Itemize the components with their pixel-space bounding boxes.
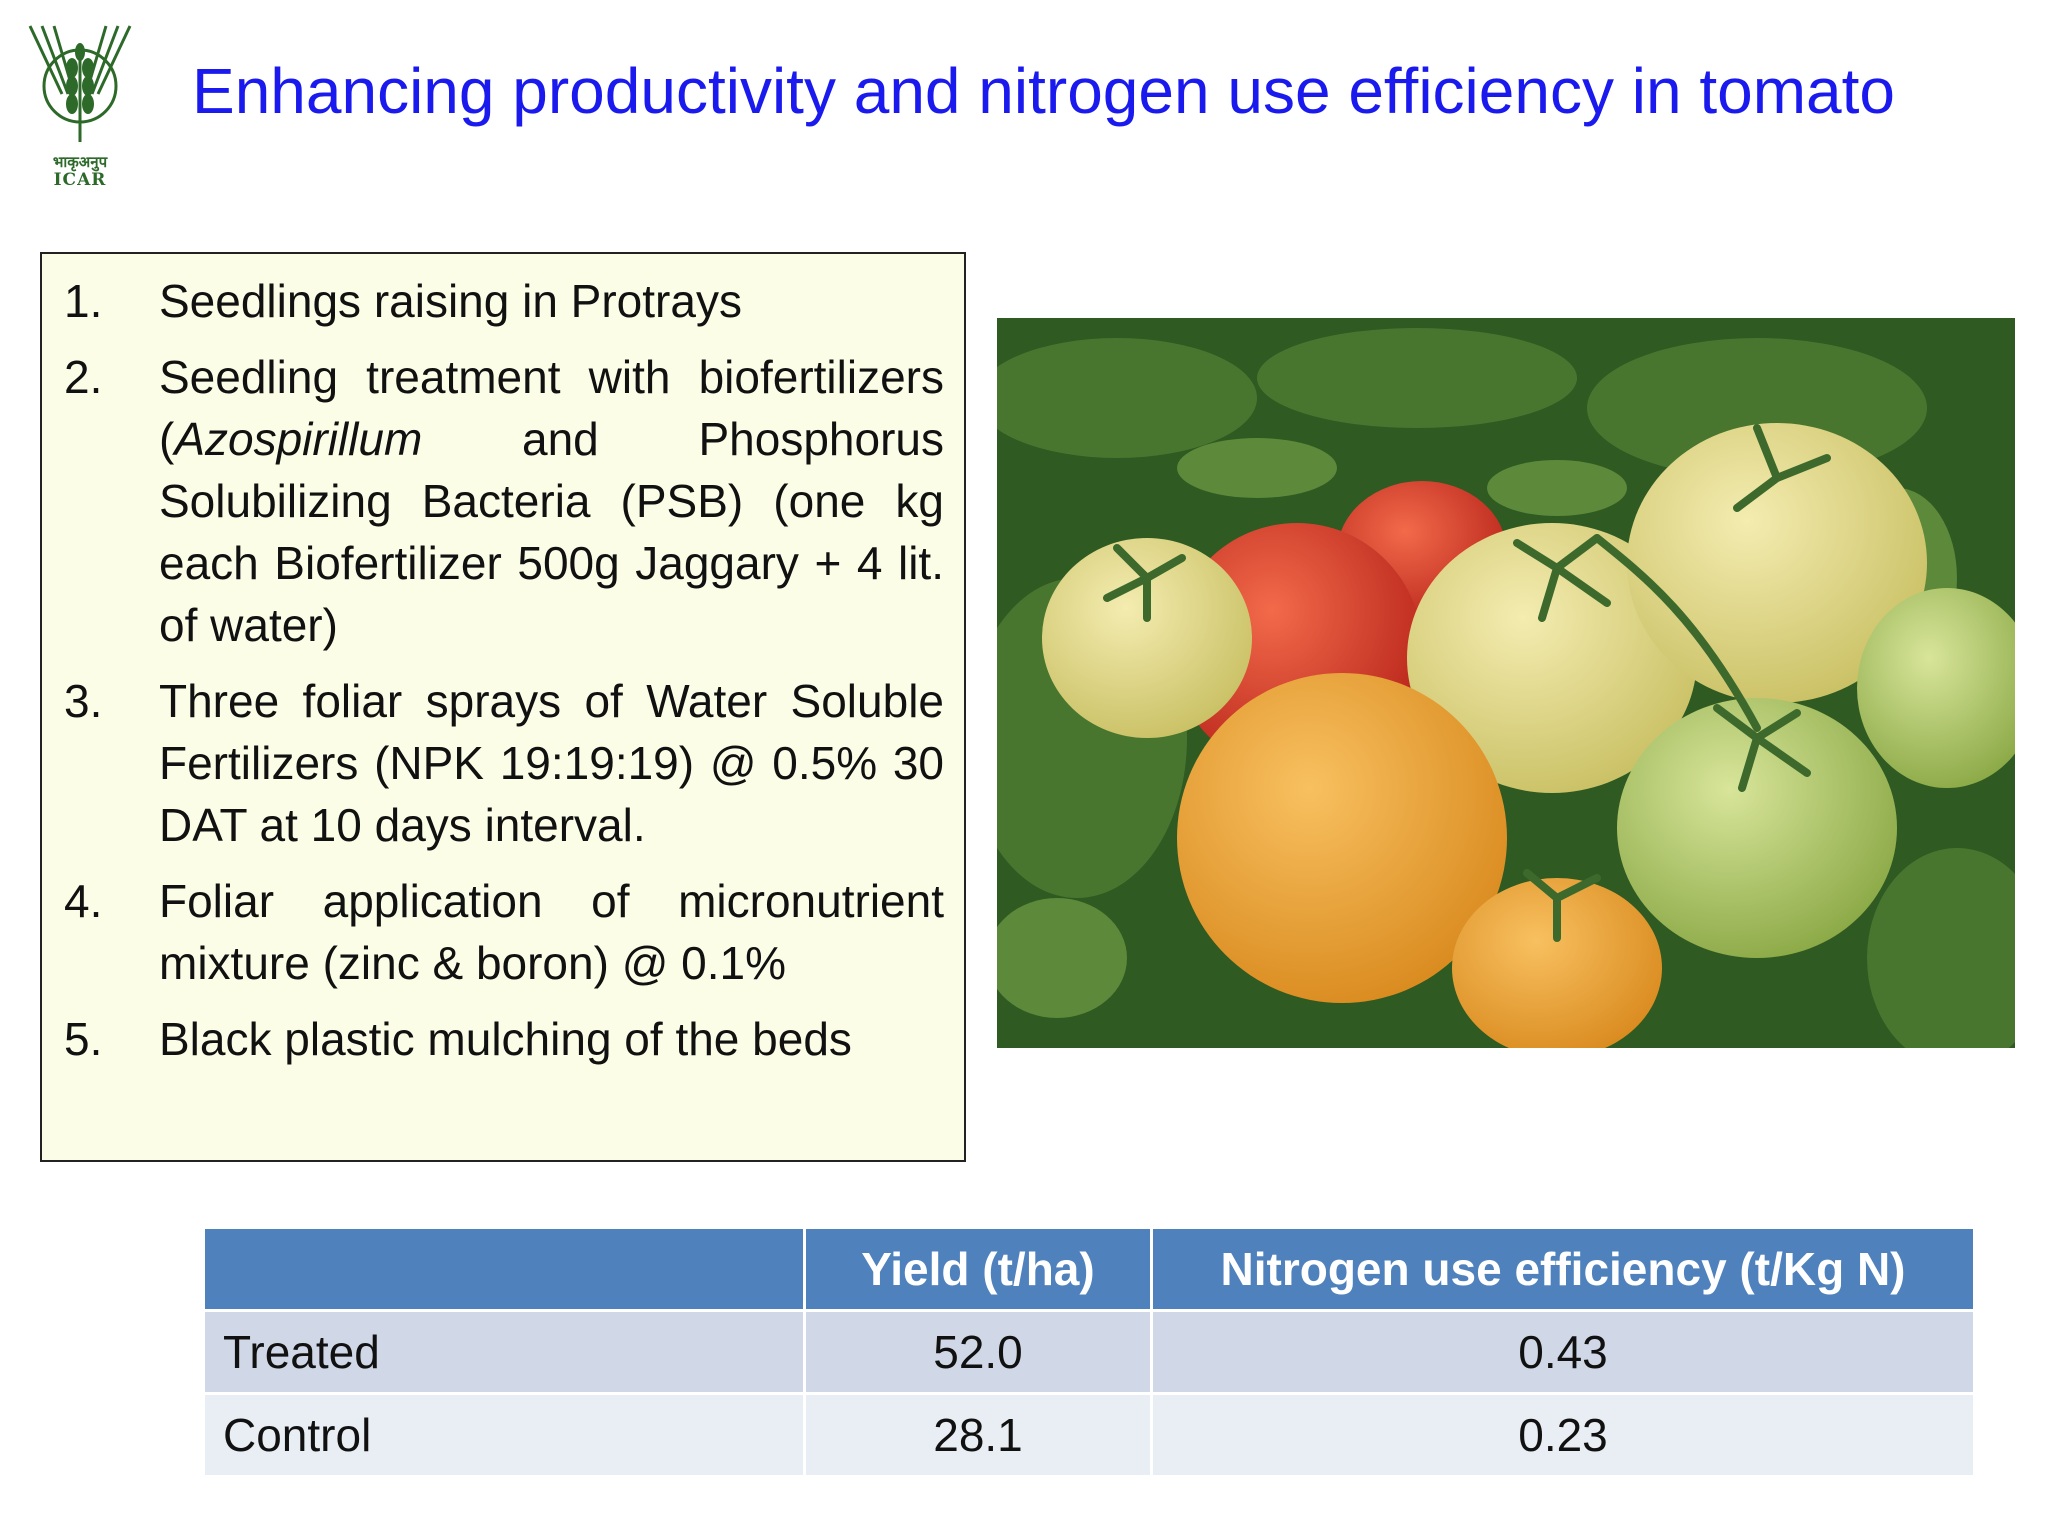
table-header-cell: Nitrogen use efficiency (t/Kg N) [1150,1226,1976,1312]
icar-logo: भाकृअनुप ICAR [20,24,140,194]
logo-icar-text: ICAR [53,170,107,190]
list-item: 3. Three foliar sprays of Water Soluble … [62,670,944,856]
table-cell: 28.1 [803,1392,1153,1478]
list-number: 1. [64,275,103,327]
table-header-row: Yield (t/ha) Nitrogen use efficiency (t/… [202,1226,1976,1312]
list-item: 2. Seedling treatment with biofertilizer… [62,346,944,656]
table-row: Treated 52.0 0.43 [202,1309,1976,1395]
table-cell: 0.43 [1150,1309,1976,1395]
list-item: 4. Foliar application of micronutrient m… [62,870,944,994]
list-text: Seedlings raising in Protrays [159,275,742,327]
list-text: Black plastic mulching of the beds [159,1013,852,1065]
list-item: 1. Seedlings raising in Protrays [62,270,944,332]
table-cell: 0.23 [1150,1392,1976,1478]
list-text-italic: Azospirillum [174,413,423,465]
table-cell: Control [202,1392,806,1478]
practices-box: 1. Seedlings raising in Protrays 2. Seed… [40,252,966,1162]
list-text-start: Seedling treatment with biofertilizers ( [159,351,944,465]
slide-title: Enhancing productivity and nitrogen use … [192,55,1895,127]
table-header-cell: Yield (t/ha) [803,1226,1153,1312]
tomato-illustration [997,318,2015,1048]
list-text: Foliar application of micronutrient mixt… [159,875,944,989]
list-text: Three foliar sprays of Water Soluble Fer… [159,675,944,851]
list-number: 4. [64,875,103,927]
table-header-cell [202,1226,806,1312]
logo-hindi-text: भाकृअनुप [52,153,108,171]
table-cell: Treated [202,1309,806,1395]
table-row: Control 28.1 0.23 [202,1392,1976,1478]
list-text-end: and Phosphorus Solubilizing Bacteria (PS… [159,413,944,651]
tomato-photo [997,318,2015,1048]
list-number: 5. [64,1013,103,1065]
table-cell: 52.0 [803,1309,1153,1395]
results-table: Yield (t/ha) Nitrogen use efficiency (t/… [202,1226,1976,1478]
list-item: 5. Black plastic mulching of the beds [62,1008,944,1070]
list-number: 2. [64,351,103,403]
wheat-emblem-icon [28,25,132,142]
practices-list: 1. Seedlings raising in Protrays 2. Seed… [62,270,944,1070]
list-number: 3. [64,675,103,727]
